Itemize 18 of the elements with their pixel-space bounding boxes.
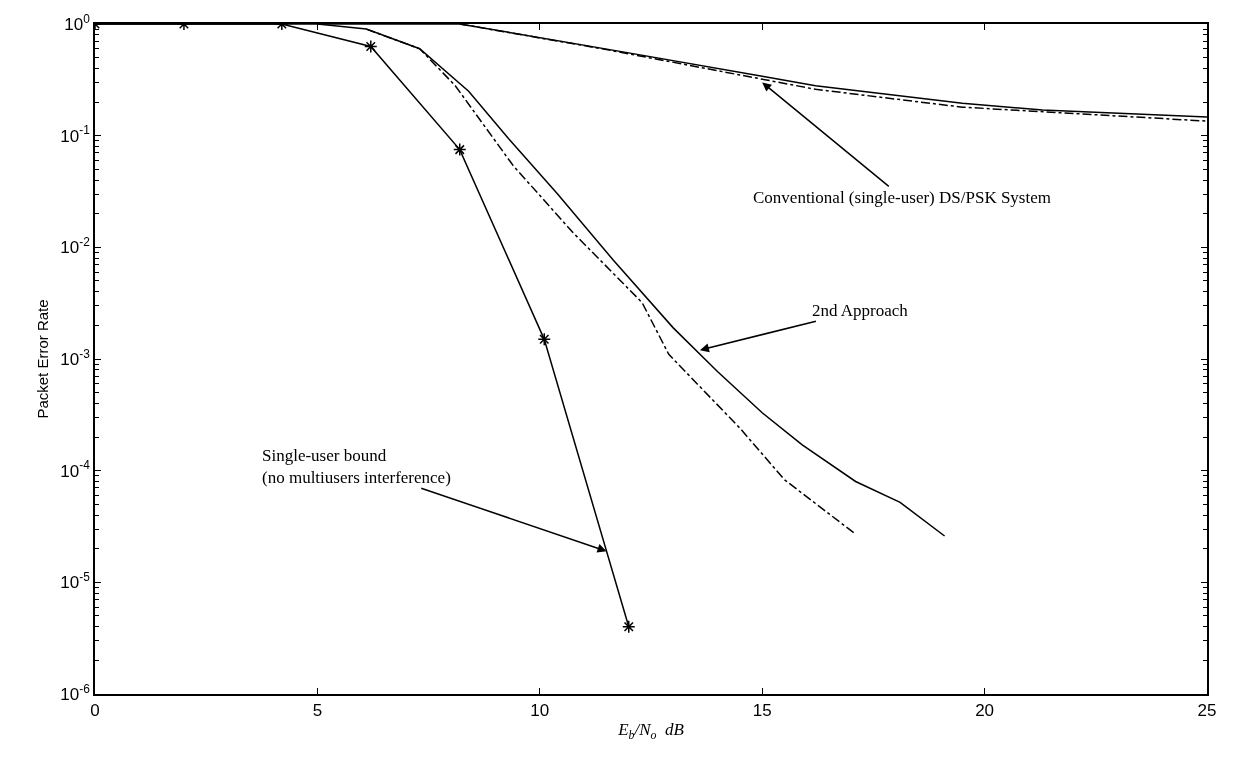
x-tick-label: 20 [975,701,995,721]
y-axis-title: Packet Error Rate [34,299,52,419]
y-tick-label: 10$^{-2}$ [60,235,91,258]
x-tick-label: 5 [312,701,323,721]
y-tick-label: 10$^{-1}$ [60,123,91,146]
x-tick-label: 0 [90,701,100,721]
y-tick-label: 10$^{-4}$ [60,458,91,481]
annotation: Single-user bound (no multiusers interference) [262,446,451,488]
y-tick-label: 10$^{-6}$ [60,681,91,704]
x-tick-label: 15 [752,701,772,721]
y-tick-label: 10$^{-3}$ [60,346,91,369]
x-tick-label: 10 [530,701,550,721]
annotation: 2nd Approach [812,301,909,320]
x-tick-label: 25 [1197,701,1217,721]
y-tick-label: 10$^{0}$ [64,11,91,34]
y-tick-label: 10$^{-5}$ [60,570,91,593]
annotation: Conventional (single-user) DS/PSK System [753,188,1051,207]
x-axis-title: E$_{b}$/N$_{o}$ dB [617,720,685,742]
